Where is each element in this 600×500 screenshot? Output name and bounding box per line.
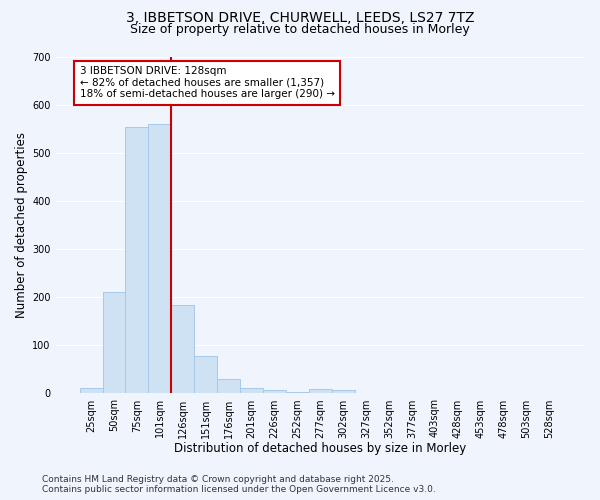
Bar [263,390,286,394]
Text: Size of property relative to detached houses in Morley: Size of property relative to detached ho… [130,22,470,36]
Text: 3, IBBETSON DRIVE, CHURWELL, LEEDS, LS27 7TZ: 3, IBBETSON DRIVE, CHURWELL, LEEDS, LS27… [126,11,474,25]
Bar [148,124,171,394]
Bar [171,306,194,394]
Y-axis label: Number of detached properties: Number of detached properties [15,132,28,318]
Bar [286,392,309,394]
Text: 3 IBBETSON DRIVE: 128sqm
← 82% of detached houses are smaller (1,357)
18% of sem: 3 IBBETSON DRIVE: 128sqm ← 82% of detach… [80,66,335,100]
Bar [103,292,125,394]
Bar [309,388,332,394]
Text: Contains HM Land Registry data © Crown copyright and database right 2025.
Contai: Contains HM Land Registry data © Crown c… [42,474,436,494]
Bar [332,390,355,394]
X-axis label: Distribution of detached houses by size in Morley: Distribution of detached houses by size … [174,442,466,455]
Bar [217,379,240,394]
Bar [240,388,263,394]
Bar [125,128,148,394]
Bar [80,388,103,394]
Bar [355,392,377,394]
Bar [194,356,217,394]
